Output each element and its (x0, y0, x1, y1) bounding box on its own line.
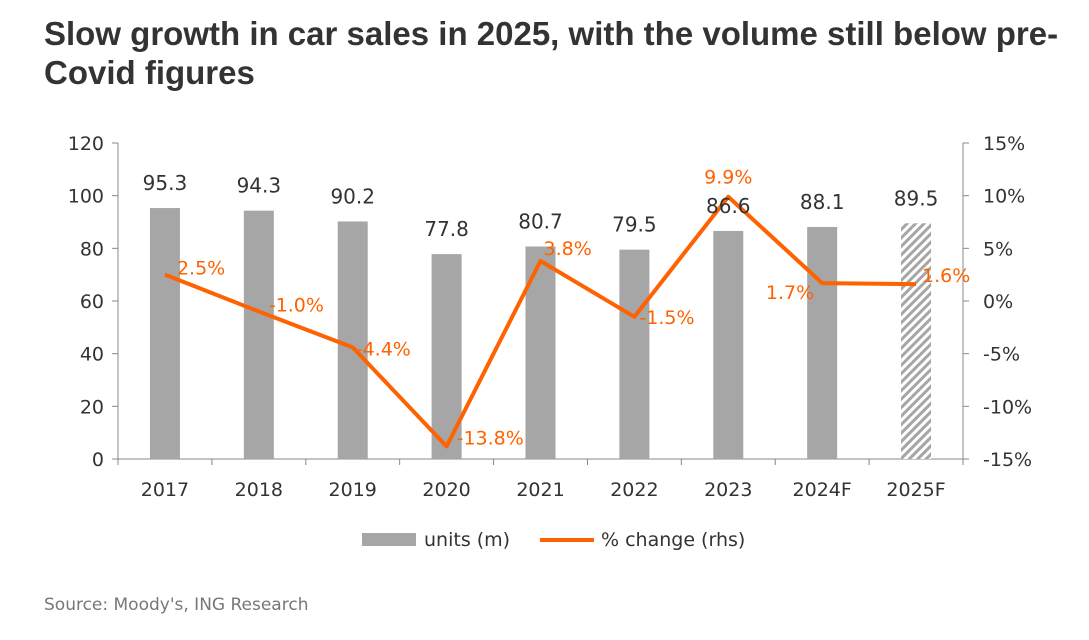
chart-title: Slow growth in car sales in 2025, with t… (44, 15, 1059, 91)
bar-2019 (337, 221, 368, 459)
legend-bar-swatch (362, 533, 416, 546)
left-tick-label: 80 (80, 238, 104, 260)
x-tick-label: 2017 (141, 479, 189, 501)
right-tick-label: -15% (983, 449, 1032, 471)
bar-2017 (149, 208, 180, 459)
bar-value-label: 95.3 (143, 171, 188, 195)
bar-value-label: 94.3 (237, 174, 282, 198)
bar-value-label: 90.2 (330, 184, 375, 208)
left-tick-label: 20 (80, 396, 104, 418)
x-tick-label: 2018 (235, 479, 283, 501)
x-tick-label: 2025F (886, 479, 945, 501)
right-tick-label: -5% (983, 344, 1020, 366)
bar-2024F (807, 227, 838, 459)
right-tick-label: 5% (983, 238, 1013, 260)
x-tick-label: 2020 (422, 479, 470, 501)
right-tick-label: -10% (983, 396, 1032, 418)
x-tick-label: 2019 (329, 479, 377, 501)
pct-change-label: 3.8% (544, 238, 592, 260)
left-tick-label: 60 (80, 291, 104, 313)
pct-change-label: -1.0% (269, 295, 324, 317)
bar-value-label: 80.7 (518, 209, 563, 233)
right-tick-label: 0% (983, 291, 1013, 313)
right-tick-label: 10% (983, 186, 1025, 208)
pct-change-label: 1.7% (766, 282, 814, 304)
bar-value-label: 77.8 (424, 217, 469, 241)
right-tick-label: 15% (983, 133, 1025, 155)
x-tick-label: 2023 (704, 479, 752, 501)
left-tick-label: 0 (92, 449, 104, 471)
source-note: Source: Moody's, ING Research (44, 595, 309, 615)
pct-change-label: -1.5% (639, 307, 694, 329)
pct-change-label: 2.5% (177, 258, 225, 280)
pct-change-label: 1.6% (922, 265, 970, 287)
pct-change-label: 9.9% (704, 167, 752, 189)
bar-value-label: 86.6 (706, 194, 751, 218)
left-tick-label: 120 (68, 133, 104, 155)
legend-units: units (m) (424, 529, 510, 551)
x-tick-label: 2021 (516, 479, 564, 501)
legend: units (m) % change (rhs) (362, 529, 745, 551)
bar-value-label: 79.5 (612, 213, 657, 237)
left-tick-label: 40 (80, 344, 104, 366)
bar-2023 (713, 230, 744, 459)
bar-2018 (243, 210, 274, 459)
x-tick-label: 2024F (793, 479, 852, 501)
pct-change-label: -4.4% (356, 338, 411, 360)
legend-pct-change: % change (rhs) (601, 529, 745, 551)
bar-value-label: 88.1 (800, 190, 845, 214)
bar-2022 (619, 249, 650, 459)
pct-change-label: -13.8% (457, 427, 524, 449)
bar-value-label: 89.5 (894, 186, 939, 210)
bar-2025F (901, 223, 932, 459)
left-tick-label: 100 (68, 186, 104, 208)
x-tick-label: 2022 (610, 479, 658, 501)
